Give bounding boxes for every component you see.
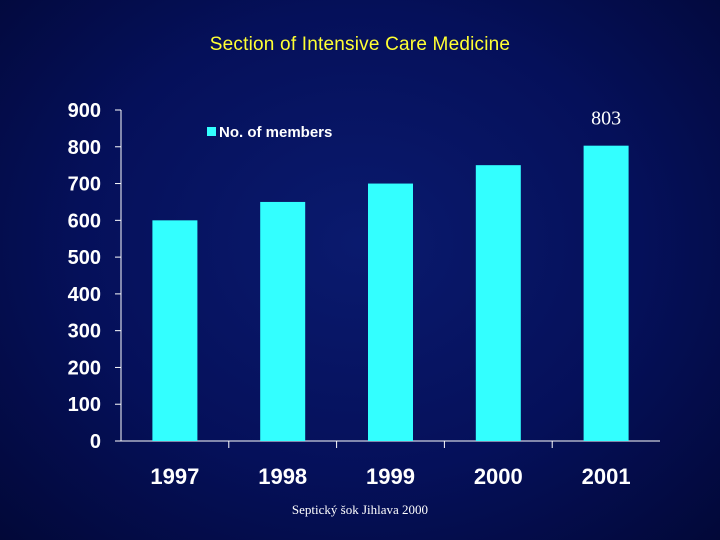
y-axis: 0 100 200 300 400 500 600 700 800 900 — [68, 100, 122, 453]
bar-1997 — [152, 220, 198, 441]
x-tick-label: 2000 — [474, 464, 523, 489]
x-tick-label: 1998 — [258, 464, 307, 489]
bar-1999 — [368, 183, 413, 442]
bar-1998 — [260, 201, 306, 441]
y-tick-label: 200 — [68, 357, 101, 379]
y-tick-label: 700 — [68, 174, 101, 196]
bars-group — [152, 145, 629, 442]
y-tick-label: 100 — [68, 394, 101, 416]
legend-label: No. of members — [219, 124, 332, 141]
data-labels-group: 803 — [591, 108, 621, 130]
x-tick-label: 1999 — [366, 464, 415, 489]
y-tick-label: 0 — [90, 431, 101, 453]
chart-title: Section of Intensive Care Medicine — [209, 34, 511, 55]
bar-2001 — [583, 145, 629, 441]
legend: No. of members — [207, 124, 332, 141]
x-tick-label: 1997 — [150, 464, 199, 489]
legend-swatch — [207, 127, 216, 136]
x-tick-label: 2001 — [582, 464, 631, 489]
slide-footer: Septický šok Jihlava 2000 — [291, 502, 429, 517]
y-tick-label: 500 — [68, 247, 101, 269]
x-axis: 1997 1998 1999 2000 2001 — [121, 440, 660, 489]
y-tick-label: 900 — [68, 100, 101, 122]
y-tick-label: 600 — [68, 210, 101, 232]
bar-2000 — [475, 165, 521, 441]
data-label-2001: 803 — [591, 108, 621, 130]
y-tick-label: 800 — [68, 137, 101, 159]
y-tick-label: 300 — [68, 321, 101, 343]
y-tick-label: 400 — [68, 284, 101, 306]
